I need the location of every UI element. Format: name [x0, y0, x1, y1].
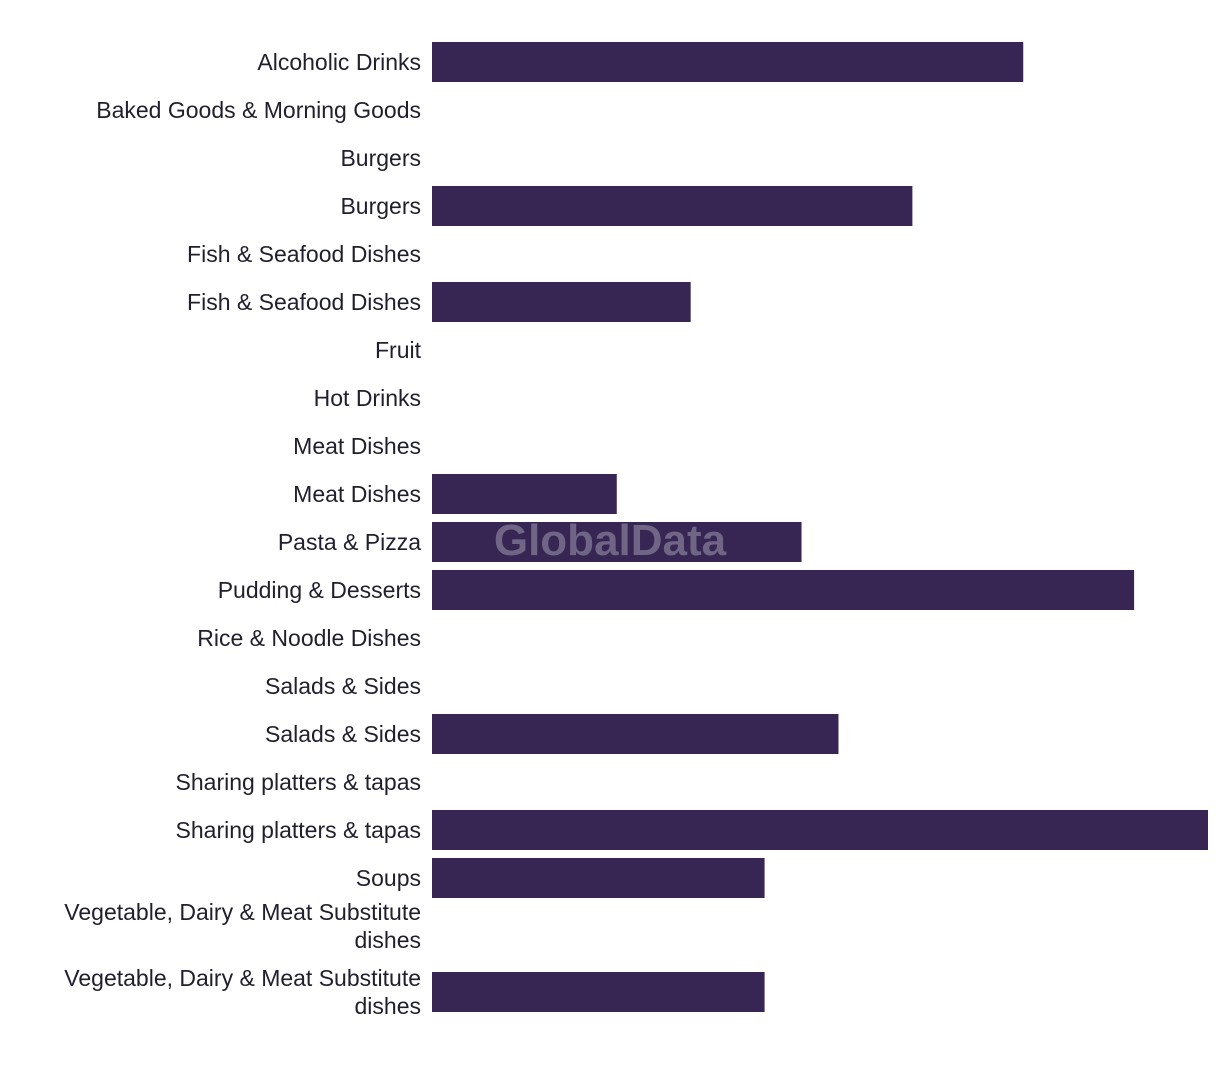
category-label: Pudding & Desserts — [218, 577, 421, 603]
category-label: Meat Dishes — [293, 433, 421, 459]
bar — [432, 282, 691, 322]
category-label: Vegetable, Dairy & Meat Substitute dishes — [64, 899, 421, 953]
category-label: Meat Dishes — [293, 481, 421, 507]
category-label: Fish & Seafood Dishes — [187, 289, 421, 315]
category-label: Burgers — [340, 145, 421, 171]
category-label: Alcoholic Drinks — [257, 49, 421, 75]
bar — [432, 42, 1024, 82]
bar — [432, 714, 839, 754]
bar — [432, 810, 1208, 850]
bar — [432, 858, 765, 898]
bar — [432, 186, 913, 226]
category-label: Hot Drinks — [314, 385, 421, 411]
category-label: Salads & Sides — [265, 721, 421, 747]
category-label: Sharing platters & tapas — [176, 817, 421, 843]
category-label: Vegetable, Dairy & Meat Substitute dishes — [64, 965, 421, 1019]
category-label: Fruit — [375, 337, 422, 363]
watermark-logo: GlobalData — [494, 516, 727, 565]
bar — [432, 474, 617, 514]
category-label: Baked Goods & Morning Goods — [96, 97, 421, 123]
category-label: Sharing platters & tapas — [176, 769, 421, 795]
bar — [432, 570, 1135, 610]
category-label: Rice & Noodle Dishes — [197, 625, 421, 651]
category-label: Soups — [356, 865, 421, 891]
category-label: Fish & Seafood Dishes — [187, 241, 421, 267]
category-label: Burgers — [340, 193, 421, 219]
bars — [432, 42, 1208, 1012]
bar — [432, 972, 765, 1012]
category-labels: Alcoholic Drinks Baked Goods & Morning Go… — [64, 49, 421, 1019]
category-label: Salads & Sides — [265, 673, 421, 699]
bar — [432, 522, 802, 562]
category-label: Pasta & Pizza — [278, 529, 421, 555]
